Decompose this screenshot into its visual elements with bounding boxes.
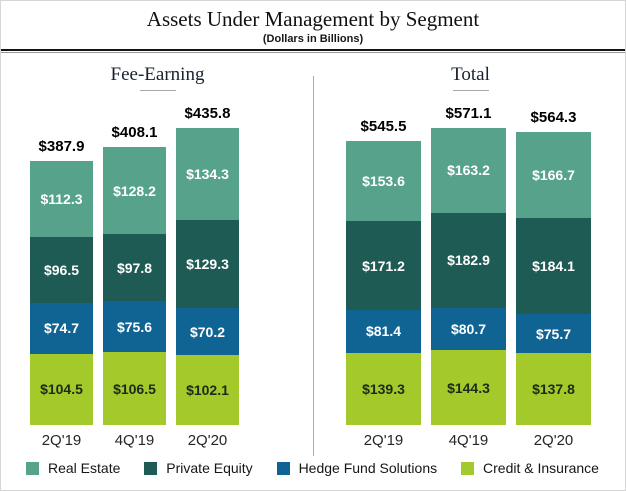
header-rule-thick (1, 49, 625, 51)
category-label: 4Q'19 (448, 432, 489, 449)
segment-value-label: $144.3 (447, 379, 490, 396)
segment-value-label: $97.8 (116, 259, 153, 276)
segment-value-label: $75.6 (116, 318, 153, 335)
bar-segment: $75.6 (103, 300, 166, 353)
legend-item: Credit & Insurance (461, 460, 599, 476)
legend-swatch (26, 461, 39, 475)
legend-label: Private Equity (166, 460, 253, 476)
segment-value-label: $70.2 (189, 323, 226, 340)
bar-segment: $182.9 (431, 212, 506, 308)
bar-segment: $112.3 (30, 160, 93, 238)
bar-total-label: $545.5 (360, 118, 407, 136)
bar-segment: $104.5 (30, 353, 93, 425)
segment-value-label: $96.5 (43, 262, 80, 279)
categories-row: 2Q'19 4Q'19 2Q'20 (30, 432, 314, 449)
legend: Real Estate Private Equity Hedge Fund Solu… (1, 460, 625, 476)
charts-row: Fee-Earning $387.9 $112.3 $96.5 $74.7 $104.5… (1, 51, 625, 453)
bar-segment: $81.4 (346, 310, 421, 353)
bar-segment: $74.7 (30, 302, 93, 354)
bars-row: $387.9 $112.3 $96.5 $74.7 $104.5 $408.1 $128.2… (30, 93, 314, 425)
bar-column: $435.8 $134.3 $129.3 $70.2 $102.1 (176, 105, 239, 425)
segment-value-label: $128.2 (113, 182, 156, 199)
bar-segment: $129.3 (176, 219, 239, 308)
bar-segment: $144.3 (431, 350, 506, 425)
segment-value-label: $102.1 (186, 382, 229, 399)
bar-segment: $163.2 (431, 128, 506, 213)
legend-label: Real Estate (48, 460, 121, 476)
segment-value-label: $106.5 (113, 380, 156, 397)
segment-value-label: $171.2 (362, 257, 405, 274)
category-label: 2Q'20 (533, 432, 574, 449)
group-title-fee-earning: Fee-Earning (110, 64, 205, 85)
segment-value-label: $129.3 (186, 255, 229, 272)
category-label: 2Q'20 (187, 432, 228, 449)
bar-column: $387.9 $112.3 $96.5 $74.7 $104.5 (30, 138, 93, 425)
chart-divider-line (313, 76, 314, 456)
bar-column: $564.3 $166.7 $184.1 $75.7 $137.8 (516, 109, 591, 425)
legend-label: Credit & Insurance (483, 460, 599, 476)
bar-segment: $166.7 (516, 131, 591, 219)
bar-segment: $106.5 (103, 352, 166, 425)
legend-swatch (144, 461, 158, 475)
bar-column: $571.1 $163.2 $182.9 $80.7 $144.3 (431, 105, 506, 425)
legend-swatch (461, 461, 475, 475)
bar-segment: $128.2 (103, 146, 166, 235)
chart-subtitle: (Dollars in Billions) (262, 33, 364, 45)
category-label: 4Q'19 (114, 432, 155, 449)
chart-header: Assets Under Management by Segment (Doll… (1, 1, 625, 53)
bar-column: $408.1 $128.2 $97.8 $75.6 $106.5 (103, 124, 166, 425)
legend-item: Real Estate (26, 460, 120, 476)
bar-segment: $75.7 (516, 313, 591, 354)
bar-segment: $97.8 (103, 234, 166, 301)
bar-total-label: $564.3 (530, 108, 577, 126)
categories-row: 2Q'19 4Q'19 2Q'20 (346, 432, 625, 449)
bars-row: $545.5 $153.6 $171.2 $81.4 $139.3 $571.1 $163.… (346, 93, 625, 425)
category-label: 2Q'19 (363, 432, 404, 449)
bar-segment: $80.7 (431, 308, 506, 350)
segment-value-label: $81.4 (365, 323, 402, 340)
bar-segment: $153.6 (346, 141, 421, 222)
bar-total-label: $408.1 (111, 123, 158, 141)
bar-total-label: $571.1 (445, 105, 492, 123)
category-label: 2Q'19 (41, 432, 82, 449)
bar-total-label: $387.9 (38, 137, 85, 155)
group-title-underline (452, 90, 489, 91)
legend-swatch (276, 461, 290, 475)
segment-value-label: $166.7 (532, 166, 575, 183)
bar-total-label: $435.8 (184, 105, 231, 123)
segment-value-label: $163.2 (447, 162, 490, 179)
segment-value-label: $139.3 (362, 380, 405, 397)
bar-segment: $102.1 (176, 355, 239, 425)
segment-value-label: $137.8 (532, 381, 575, 398)
legend-item: Hedge Fund Solutions (276, 460, 438, 476)
bar-segment: $134.3 (176, 128, 239, 220)
segment-value-label: $184.1 (532, 258, 575, 275)
segment-value-label: $80.7 (450, 321, 487, 337)
bar-segment: $171.2 (346, 221, 421, 311)
page-title: Assets Under Management by Segment (146, 7, 480, 31)
segment-value-label: $134.3 (186, 165, 229, 182)
bar-segment: $70.2 (176, 307, 239, 356)
segment-value-label: $75.7 (535, 325, 572, 342)
legend-label: Hedge Fund Solutions (298, 460, 438, 476)
segment-value-label: $153.6 (362, 173, 405, 190)
bar-segment: $184.1 (516, 218, 591, 314)
segment-value-label: $74.7 (43, 320, 80, 337)
bar-segment: $139.3 (346, 352, 421, 425)
segment-value-label: $112.3 (40, 190, 83, 207)
group-title-total: Total (451, 64, 490, 85)
legend-item: Private Equity (144, 460, 253, 476)
segment-value-label: $182.9 (447, 252, 490, 269)
segment-value-label: $104.5 (40, 381, 83, 398)
group-title-underline (139, 90, 176, 91)
bar-segment: $96.5 (30, 237, 93, 303)
bar-column: $545.5 $153.6 $171.2 $81.4 $139.3 (346, 118, 421, 425)
total-chart: Total $545.5 $153.6 $171.2 $81.4 $139.3 $571.… (314, 51, 625, 453)
bar-segment: $137.8 (516, 353, 591, 425)
header-rule-thin (1, 52, 625, 53)
fee-earning-chart: Fee-Earning $387.9 $112.3 $96.5 $74.7 $104.5… (1, 51, 314, 453)
